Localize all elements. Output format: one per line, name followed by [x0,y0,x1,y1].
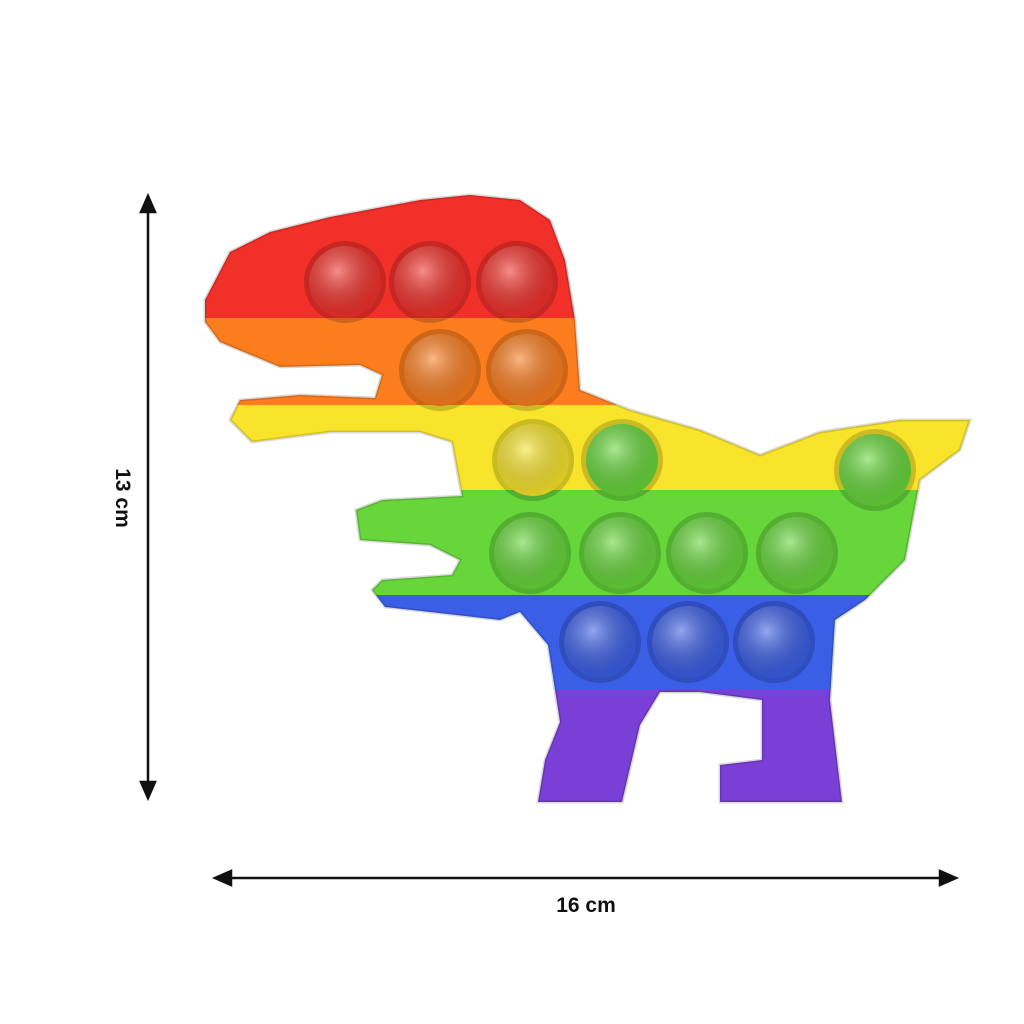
bubble-highlight [497,424,569,496]
width-label: 16 cm [556,894,616,917]
color-band [205,195,970,318]
bubble-highlight [584,517,656,589]
bubble-highlight [839,434,911,506]
color-band [205,318,970,405]
bubble-highlight [404,334,476,406]
bubble-highlight [738,606,810,678]
bubble-highlight [761,517,833,589]
bubble-highlight [671,517,743,589]
height-label: 13 cm [111,468,134,528]
bubble-highlight [309,246,381,318]
bubble-highlight [481,246,553,318]
width-arrow [211,869,960,887]
height-arrow [139,192,157,802]
bubble-highlight [564,606,636,678]
bubble-highlight [652,606,724,678]
bubble-highlight [494,517,566,589]
bubble-highlight [394,246,466,318]
bubble-highlight [491,334,563,406]
bubble-highlight [586,424,658,496]
